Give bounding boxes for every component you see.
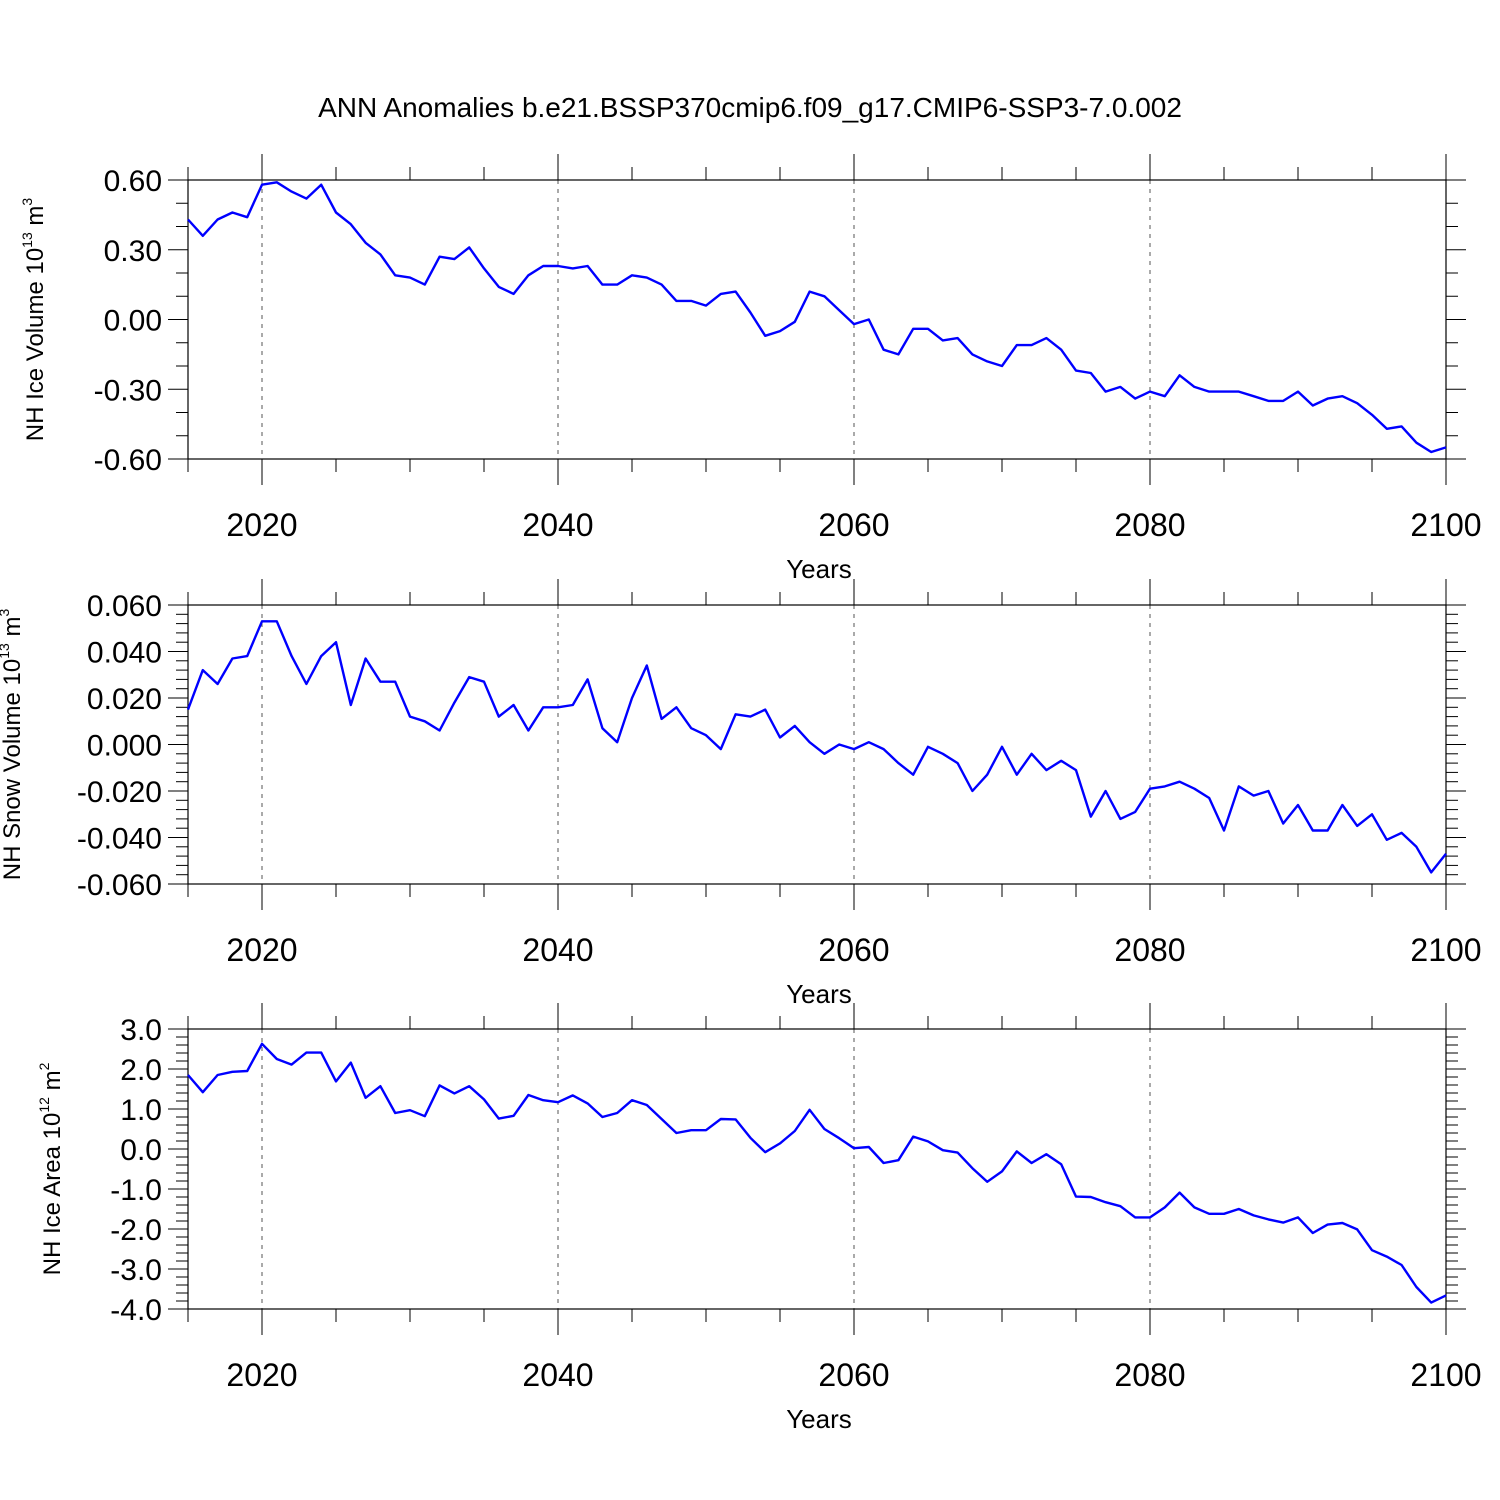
x-tick-label: 2100 (1410, 1357, 1481, 1393)
y-tick-label: 0.0 (120, 1134, 162, 1167)
y-tick-label: 0.30 (104, 235, 162, 268)
y-tick-label: -3.0 (110, 1254, 162, 1287)
series-line (187, 1042, 1447, 1304)
plot-frame (187, 179, 1447, 460)
chart-title: ANN Anomalies b.e21.BSSP370cmip6.f09_g17… (318, 92, 1182, 123)
y-tick-label: -0.020 (77, 776, 162, 809)
y-tick-label: -1.0 (110, 1174, 162, 1207)
y-tick-label: -0.040 (77, 823, 162, 856)
chart-panel-2: 2020 2040 2060 2080 2100 0.060 0.040 0.020 0.000… (0, 579, 1482, 1009)
x-tick-label: 2080 (1114, 507, 1185, 543)
y-tick-label: 2.0 (120, 1054, 162, 1087)
x-tick-label: 2040 (522, 507, 593, 543)
x-tick-label: 2040 (522, 1357, 593, 1393)
y-tick-label: 0.040 (87, 637, 162, 670)
y-tick-label: 1.0 (120, 1094, 162, 1127)
y-axis-label: NH Snow Volume 1013 m3 (0, 609, 26, 881)
y-tick-label: -0.060 (77, 869, 162, 902)
plot-frame (187, 1028, 1447, 1310)
y-tick-label: -2.0 (110, 1214, 162, 1247)
x-tick-label: 2060 (818, 932, 889, 968)
y-tick-label: -4.0 (110, 1294, 162, 1327)
y-axis-label: NH Ice Area 1012 m2 (36, 1062, 66, 1275)
plot-frame (187, 604, 1447, 885)
y-tick-label: 0.60 (104, 165, 162, 198)
x-tick-label: 2060 (818, 507, 889, 543)
series-line (186, 620, 1447, 874)
y-tick-label: 0.000 (87, 730, 162, 763)
x-axis-label: Years (786, 554, 852, 584)
x-axis-label: Years (786, 979, 852, 1009)
y-tick-label: 0.060 (87, 590, 162, 623)
y-tick-label: 0.020 (87, 683, 162, 716)
x-tick-label: 2020 (226, 932, 297, 968)
x-tick-label: 2100 (1410, 507, 1481, 543)
y-tick-label: -0.30 (94, 374, 162, 407)
x-tick-label: 2040 (522, 932, 593, 968)
x-tick-label: 2080 (1114, 1357, 1185, 1393)
x-tick-label: 2020 (226, 507, 297, 543)
chart-panel-1: 2020 2040 2060 2080 2100 0.60 0.30 0.00 -0.30 -0.… (19, 154, 1482, 584)
x-tick-label: 2080 (1114, 932, 1185, 968)
y-tick-label: -0.60 (94, 444, 162, 477)
panels: 2020 2040 2060 2080 2100 0.60 0.30 0.00 -0.30 -0.… (0, 154, 1482, 1434)
x-tick-label: 2020 (226, 1357, 297, 1393)
series-line (187, 181, 1447, 454)
x-tick-label: 2100 (1410, 932, 1481, 968)
x-axis-label: Years (786, 1404, 852, 1434)
chart-panel-3: 2020 2040 2060 2080 2100 3.0 2.0 1.0 0.0 -1.0 -2.0… (36, 1003, 1482, 1434)
y-tick-label: 0.00 (104, 305, 162, 338)
x-tick-label: 2060 (818, 1357, 889, 1393)
y-tick-label: 3.0 (120, 1014, 162, 1047)
y-axis-label: NH Ice Volume 1013 m3 (19, 198, 49, 442)
